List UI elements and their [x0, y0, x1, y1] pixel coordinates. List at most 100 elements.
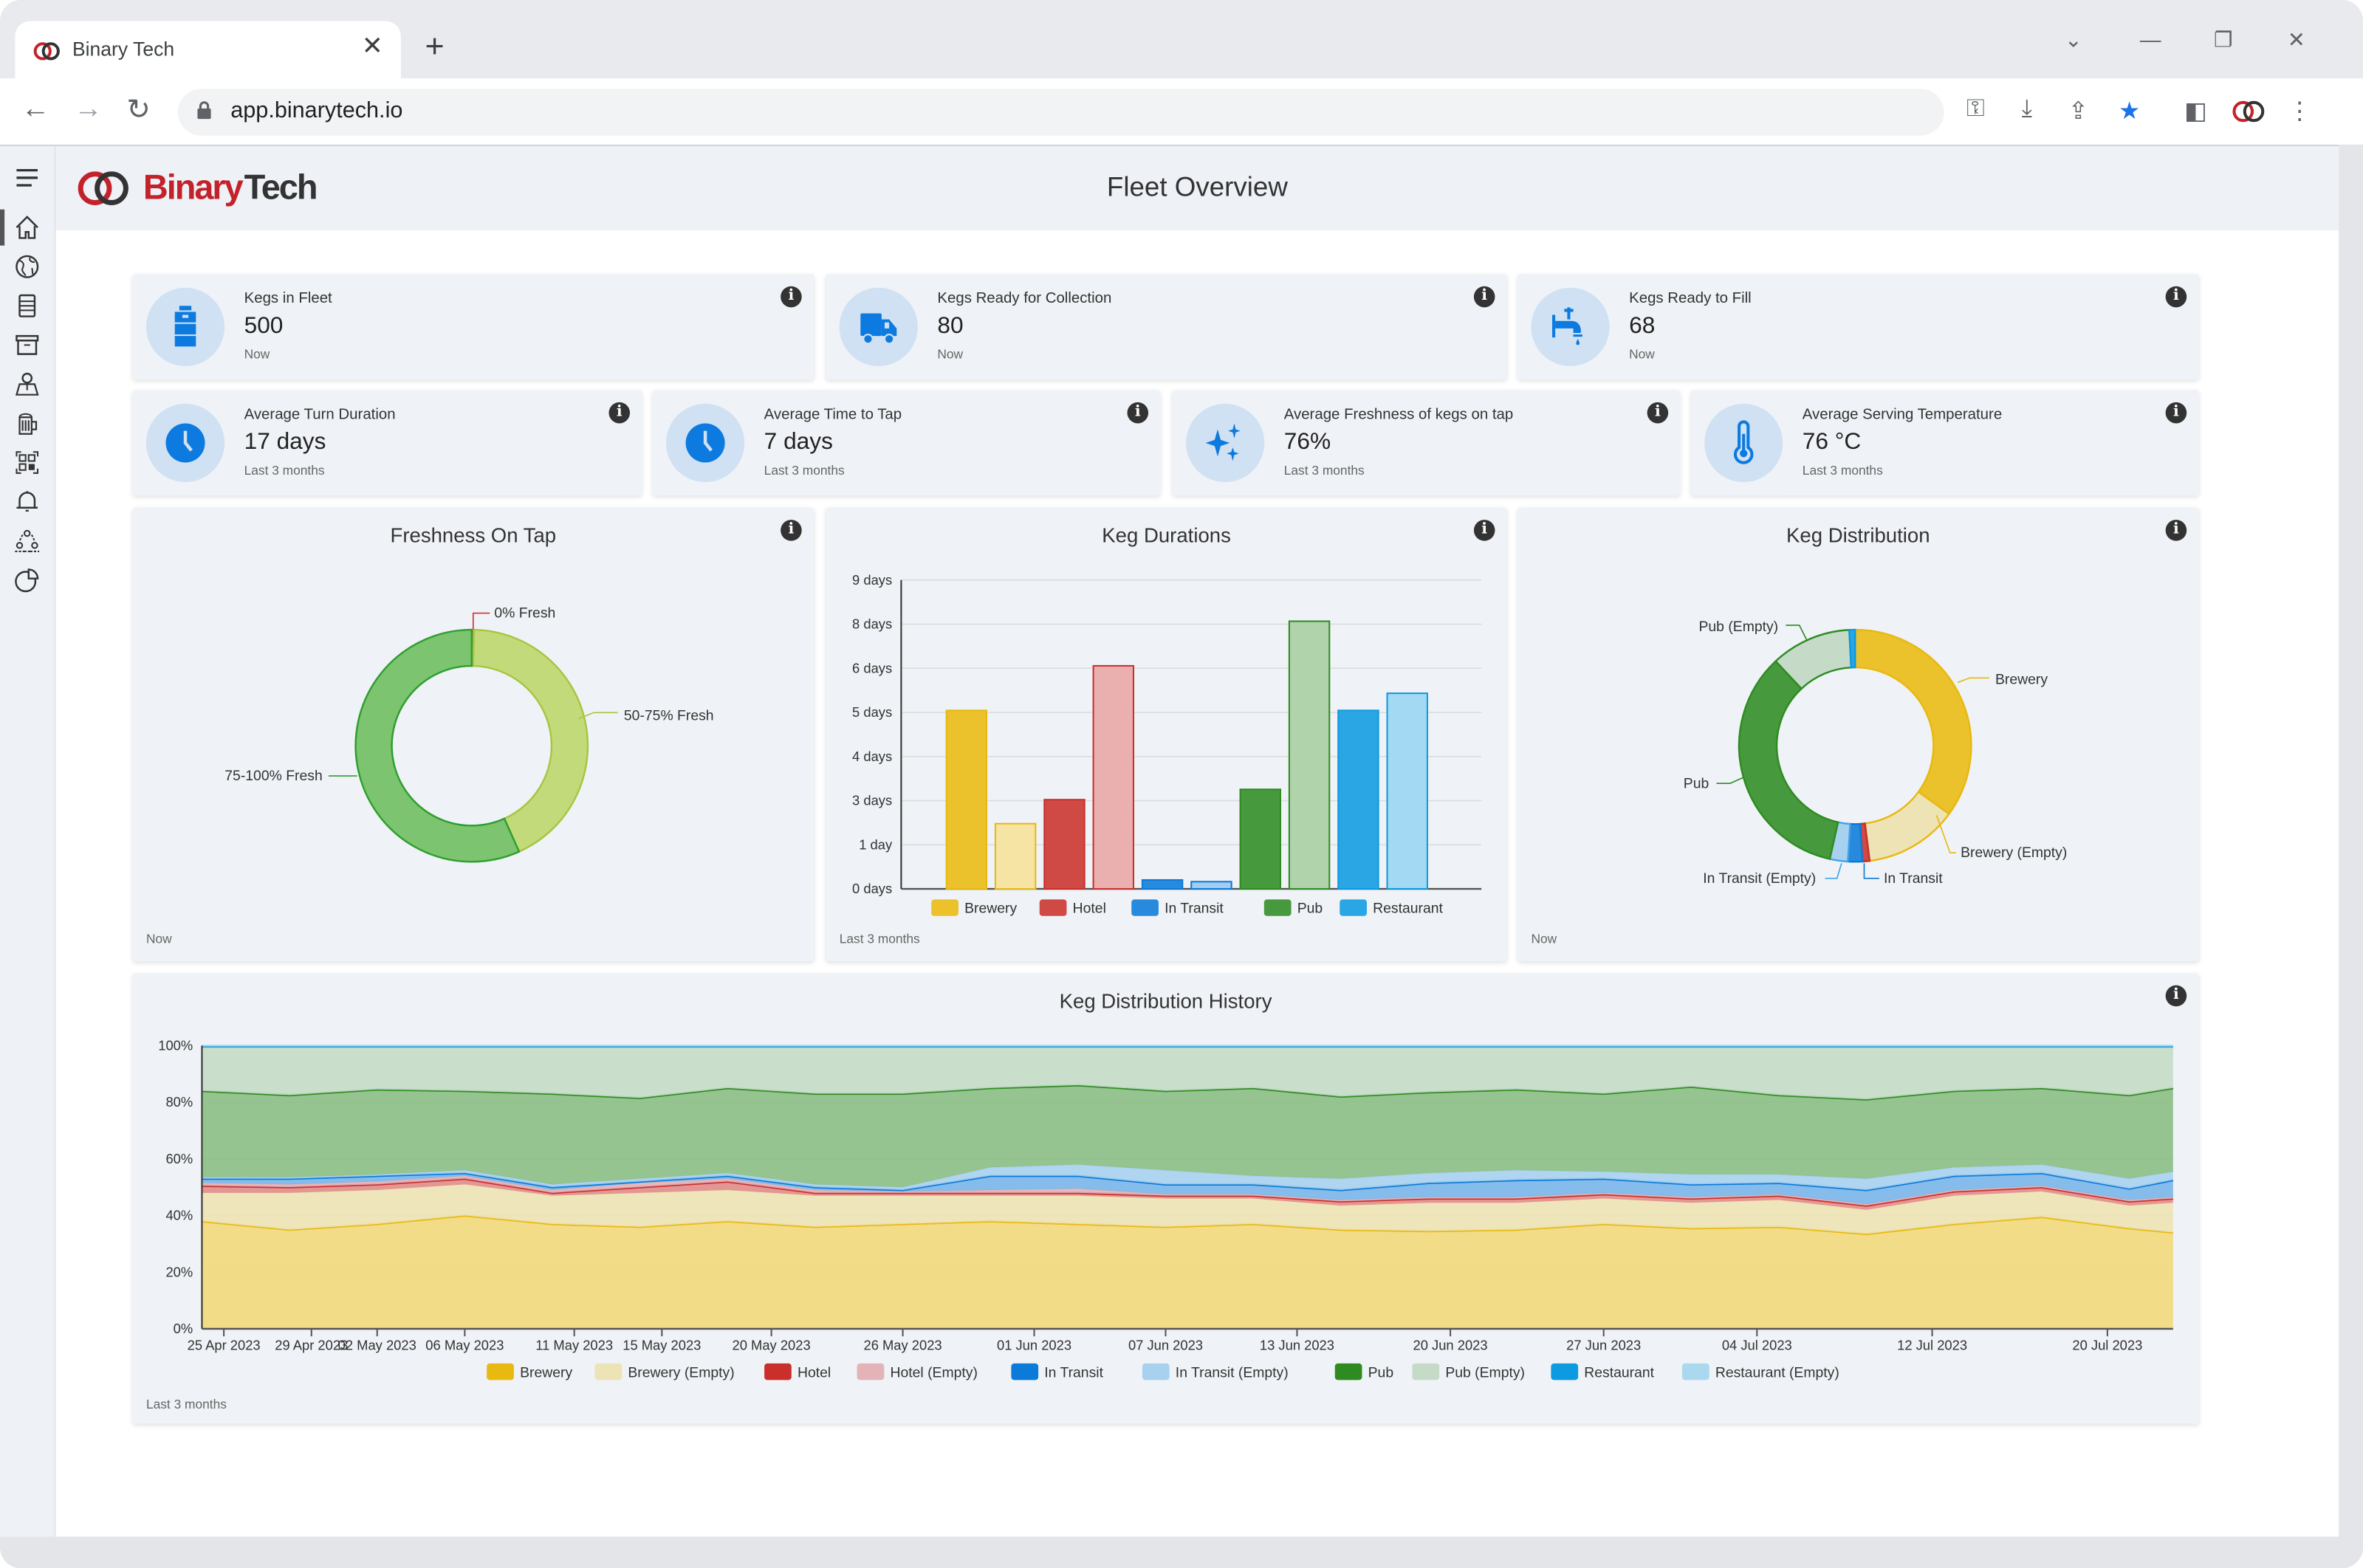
x-tick-label: 02 May 2023 — [338, 1338, 416, 1353]
info-icon[interactable]: i — [1473, 520, 1495, 541]
slice-label: 75-100% Fresh — [224, 768, 322, 784]
sidebar-item-globe-icon[interactable] — [13, 253, 41, 281]
tab-search-chevron-icon[interactable]: ⌄ — [2064, 27, 2082, 52]
app: Binary Tech Fleet Overview Kegs in Fleet… — [0, 144, 2339, 1538]
reload-icon[interactable]: ↻ — [126, 94, 151, 127]
kpi-period: Last 3 months — [1283, 462, 1365, 478]
area-pub — [202, 1085, 2173, 1188]
close-window-icon[interactable]: ✕ — [2287, 27, 2305, 52]
kpi-icon-badge — [1704, 403, 1783, 483]
minimize-icon[interactable]: — — [2139, 27, 2161, 52]
sidebar-item-qr-code-icon[interactable] — [13, 449, 41, 476]
info-icon[interactable]: i — [1647, 402, 1669, 424]
y-tick-label: 0% — [174, 1321, 193, 1336]
info-icon[interactable]: i — [2165, 286, 2187, 308]
tab-strip: Binary Tech ✕ + ⌄ — ❐ ✕ — [0, 0, 2363, 82]
info-icon[interactable]: i — [1473, 286, 1495, 308]
info-icon[interactable]: i — [608, 402, 631, 424]
back-arrow-icon[interactable]: ← — [21, 93, 50, 125]
chart-footer: Now — [1531, 931, 1557, 946]
install-icon[interactable]: ⤓ — [2021, 96, 2033, 123]
key-icon[interactable]: ⚿ — [1966, 96, 1985, 123]
restore-icon[interactable]: ❐ — [2213, 27, 2233, 52]
bookmark-star-icon[interactable]: ★ — [2119, 99, 2141, 125]
y-tick-label: 80% — [165, 1094, 193, 1110]
forward-arrow-icon[interactable]: → — [73, 93, 103, 125]
bar — [1337, 709, 1379, 890]
legend-label: Pub — [1297, 901, 1323, 917]
x-tick-label: 20 May 2023 — [733, 1338, 811, 1353]
info-icon[interactable]: i — [2165, 402, 2187, 424]
legend-swatch — [857, 1363, 885, 1380]
sidebar-item-box-icon[interactable] — [13, 331, 41, 359]
clock-icon — [685, 423, 725, 463]
y-tick-label: 0 days — [852, 881, 892, 896]
address-bar[interactable]: app.binarytech.io — [177, 89, 1944, 136]
info-icon[interactable]: i — [2165, 985, 2187, 1007]
page-scrollbar[interactable] — [2339, 144, 2363, 1537]
svg-text:Binary: Binary — [143, 168, 244, 206]
y-tick-label: 8 days — [852, 616, 892, 632]
label-leader-line — [1957, 677, 1989, 684]
side-panel-icon[interactable]: ◧ — [2184, 99, 2207, 125]
tab-binary-tech[interactable]: Binary Tech ✕ — [15, 21, 401, 82]
sidebar-item-users-network-icon[interactable] — [13, 527, 41, 554]
y-tick-label: 9 days — [852, 572, 892, 588]
clock-icon — [165, 423, 205, 463]
kpi-label: Average Turn Duration — [244, 407, 396, 424]
x-tick-label: 01 Jun 2023 — [997, 1338, 1071, 1353]
legend-label: Hotel — [798, 1364, 831, 1380]
sidebar-item-kegs-icon[interactable] — [13, 292, 41, 320]
legend-swatch — [1142, 1363, 1170, 1380]
binarytech-extension-icon[interactable] — [2232, 100, 2265, 124]
info-icon[interactable]: i — [1127, 402, 1149, 424]
info-icon[interactable]: i — [2165, 520, 2187, 541]
kpi-value: 7 days — [764, 429, 833, 455]
x-tick-label: 07 Jun 2023 — [1128, 1338, 1203, 1353]
kpi-label: Kegs Ready to Fill — [1629, 290, 1752, 308]
bar — [1190, 881, 1232, 890]
area-in-transit — [202, 1172, 2173, 1205]
x-tick-label: 15 May 2023 — [623, 1338, 701, 1353]
bar — [1043, 799, 1086, 890]
kpi-card-average-turn-duration: Average Turn Duration 17 days Last 3 mon… — [132, 390, 642, 496]
kpi-card-kegs-in-fleet: Kegs in Fleet 500 Now i — [132, 274, 814, 380]
thermometer-icon — [1733, 420, 1754, 464]
close-tab-icon[interactable]: ✕ — [361, 31, 383, 61]
binarytech-logo[interactable]: Binary Tech — [77, 164, 318, 212]
tab-title: Binary Tech — [72, 38, 175, 61]
legend-label: Hotel (Empty) — [891, 1364, 978, 1380]
kpi-icon-badge — [145, 287, 225, 366]
sidebar-item-pie-chart-icon[interactable] — [13, 566, 41, 594]
bar — [1092, 664, 1135, 890]
x-tick-label: 25 Apr 2023 — [188, 1338, 261, 1353]
slice-label: In Transit — [1884, 870, 1943, 887]
legend-label: Restaurant (Empty) — [1715, 1364, 1839, 1380]
new-tab-button[interactable]: + — [425, 27, 445, 65]
legend-swatch — [1340, 899, 1368, 916]
share-icon[interactable]: ⇪ — [2068, 99, 2088, 125]
y-tick-label: 20% — [165, 1264, 193, 1279]
legend-label: Brewery (Empty) — [628, 1364, 734, 1380]
sidebar-item-home-icon[interactable] — [13, 214, 41, 241]
chart-footer: Last 3 months — [145, 1396, 227, 1412]
legend-swatch — [1131, 899, 1159, 916]
kpi-value: 76 °C — [1802, 429, 1862, 455]
slice-label: Pub (Empty) — [1698, 619, 1778, 635]
sidebar-item-bell-icon[interactable] — [13, 488, 41, 515]
url-text[interactable]: app.binarytech.io — [230, 97, 403, 124]
app-header: Binary Tech Fleet Overview — [55, 145, 2339, 231]
kpi-label: Average Time to Tap — [764, 407, 902, 424]
slice-label: In Transit (Empty) — [1703, 870, 1816, 887]
browser-menu-icon[interactable]: ⋮ — [2287, 99, 2312, 125]
keg-distribution-card: Keg Distribution i Brewery Brewery (Empty… — [1517, 507, 2199, 962]
browser-toolbar: ← → ↻ app.binarytech.io ⚿ ⤓ ⇪ ★ ◧ ⋮ — [0, 78, 2363, 145]
kpi-value: 17 days — [244, 429, 326, 455]
kpi-period: Now — [244, 346, 270, 362]
info-icon[interactable]: i — [781, 286, 802, 308]
info-icon[interactable]: i — [781, 520, 802, 541]
legend-swatch — [487, 1363, 514, 1380]
hamburger-menu-icon[interactable] — [13, 164, 41, 191]
sidebar-item-beer-mug-icon[interactable] — [13, 410, 41, 437]
sidebar-item-map-location-icon[interactable] — [13, 371, 41, 398]
